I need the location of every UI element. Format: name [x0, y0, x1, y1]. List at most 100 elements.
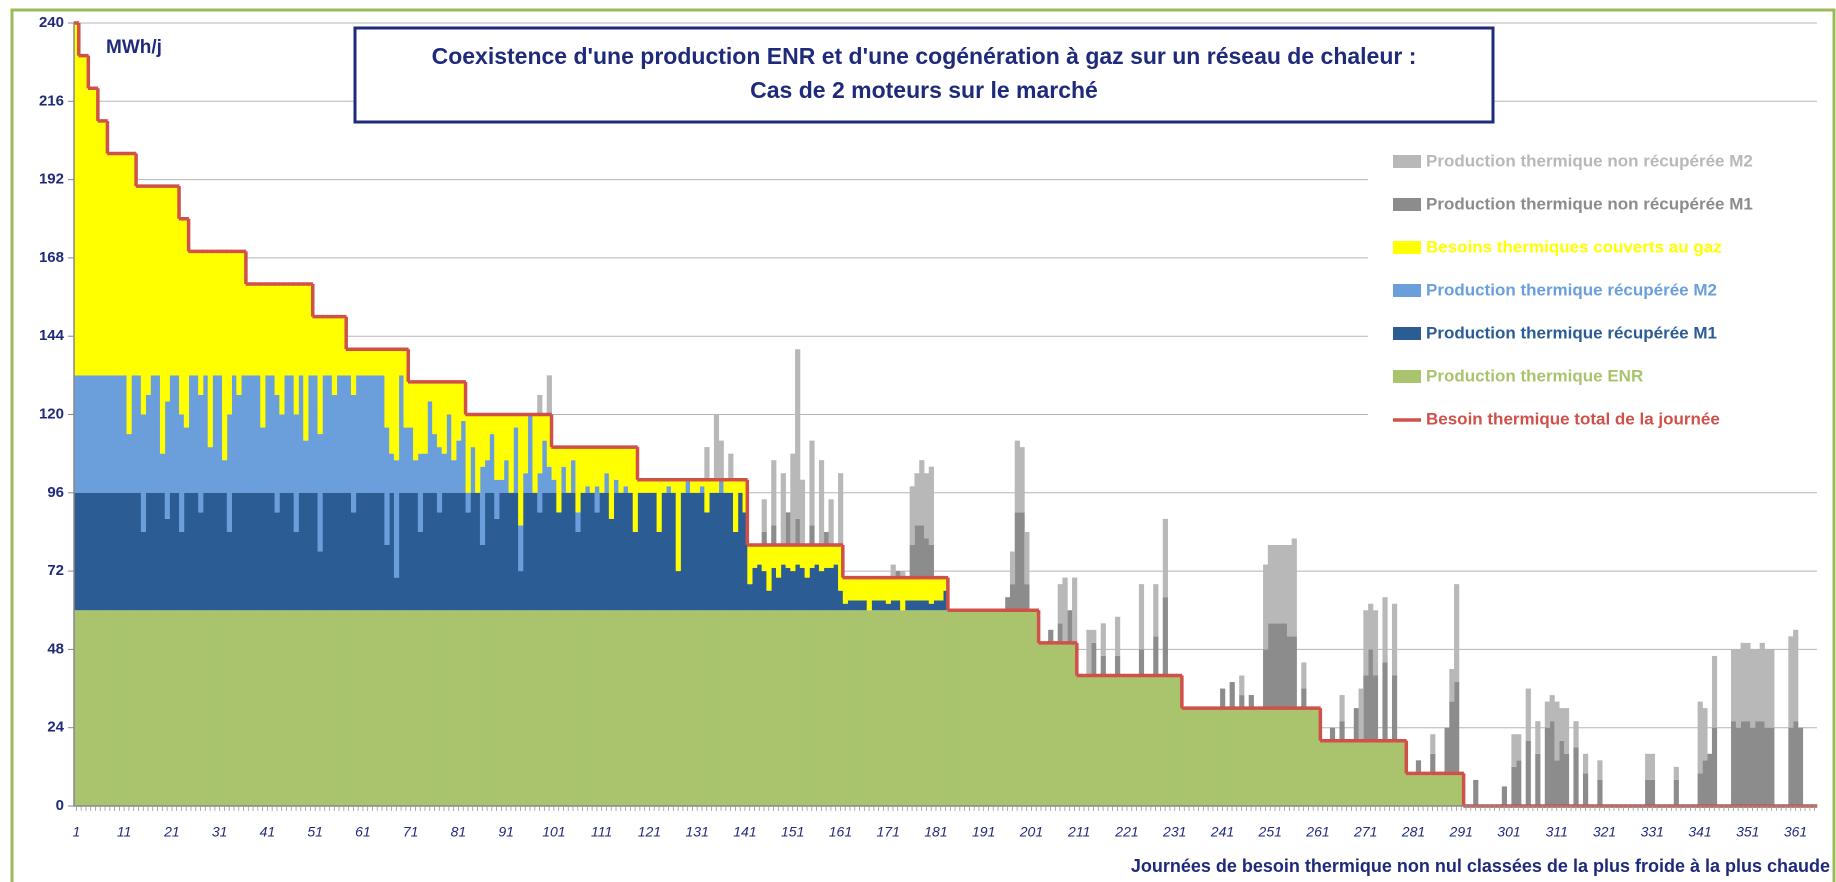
- x-tick-label: 291: [1449, 824, 1473, 840]
- bar-segment: [799, 479, 806, 545]
- bar-segment: [503, 492, 509, 611]
- bar-segment: [527, 414, 533, 493]
- bar-segment: [651, 492, 657, 611]
- bar-segment: [780, 610, 786, 806]
- bar-segment: [1702, 708, 1708, 761]
- bar-segment: [370, 349, 376, 376]
- legend-label: Production thermique non récupérée M1: [1426, 194, 1753, 213]
- bar-segment: [513, 427, 519, 493]
- bar-segment: [494, 479, 500, 519]
- bar-segment: [1391, 603, 1398, 676]
- bar-segment: [202, 610, 209, 806]
- bar-segment: [747, 610, 753, 806]
- bar-segment: [604, 492, 610, 611]
- bar-segment: [212, 492, 218, 611]
- bar-segment: [1516, 760, 1522, 806]
- bar-segment: [155, 375, 161, 493]
- bar-segment: [1210, 708, 1216, 806]
- bar-segment: [150, 492, 156, 611]
- bar-segment: [527, 492, 533, 611]
- bar-segment: [1573, 721, 1579, 748]
- bar-segment: [307, 610, 314, 806]
- bar-segment: [532, 414, 538, 493]
- bar-segment: [914, 473, 920, 526]
- bar-segment: [909, 577, 915, 601]
- bar-segment: [1702, 760, 1708, 806]
- bar-segment: [804, 577, 810, 611]
- bar-segment: [642, 479, 648, 493]
- bar-segment: [513, 492, 519, 611]
- bar-segment: [88, 88, 94, 376]
- bar-segment: [904, 610, 911, 806]
- bar-segment: [393, 610, 400, 806]
- bar-segment: [1473, 779, 1479, 806]
- bar-segment: [685, 610, 691, 806]
- bar-segment: [513, 414, 519, 428]
- bar-segment: [451, 381, 457, 461]
- bar-segment: [594, 610, 600, 806]
- bar-segment: [1301, 708, 1307, 806]
- x-tick-label: 31: [212, 824, 228, 840]
- bar-segment: [403, 349, 409, 428]
- bar-segment: [632, 447, 638, 532]
- bar-segment: [580, 492, 586, 611]
- bar-segment: [1358, 740, 1364, 806]
- bar-segment: [704, 512, 710, 611]
- bar-segment: [503, 610, 509, 806]
- bar-segment: [479, 610, 486, 806]
- bar-segment: [479, 545, 486, 611]
- bar-segment: [541, 440, 548, 493]
- bar-segment: [145, 186, 151, 395]
- bar-segment: [1291, 636, 1297, 709]
- bar-segment: [599, 610, 605, 806]
- bar-segment: [1320, 740, 1326, 806]
- bar-segment: [718, 610, 724, 806]
- bar-segment: [1759, 721, 1765, 806]
- bar-segment: [627, 610, 634, 806]
- bar-segment: [842, 603, 849, 611]
- bar-segment: [379, 375, 385, 493]
- bar-segment: [107, 375, 113, 493]
- bar-segment: [1205, 708, 1211, 806]
- bar-segment: [370, 375, 376, 493]
- bar-segment: [336, 492, 342, 611]
- bar-segment: [207, 447, 213, 493]
- bar-segment: [188, 375, 194, 493]
- x-tick-label: 261: [1305, 824, 1329, 840]
- bar-segment: [193, 375, 199, 493]
- bar-segment: [126, 153, 132, 435]
- bar-segment: [484, 610, 490, 806]
- bar-segment: [413, 610, 419, 806]
- bar-segment: [1764, 649, 1770, 728]
- bar-segment: [427, 610, 433, 806]
- bar-segment: [847, 600, 853, 611]
- bar-segment: [350, 349, 357, 395]
- bar-segment: [489, 610, 495, 806]
- bar-segment: [1267, 623, 1274, 709]
- bar-segment: [231, 375, 237, 493]
- bar-segment: [1009, 551, 1016, 585]
- bar-segment: [131, 492, 137, 611]
- bar-segment: [489, 492, 495, 611]
- bar-segment: [374, 610, 381, 806]
- bar-segment: [651, 479, 657, 493]
- bar-segment: [909, 486, 915, 545]
- legend-label: Production thermique non récupérée M2: [1426, 151, 1753, 170]
- bar-segment: [704, 447, 710, 480]
- bar-segment: [1129, 675, 1135, 806]
- bar-segment: [265, 375, 271, 493]
- bar-segment: [1597, 779, 1603, 806]
- bar-segment: [116, 153, 123, 376]
- bar-segment: [1191, 708, 1197, 806]
- bar-segment: [331, 492, 338, 611]
- bar-segment: [713, 610, 720, 806]
- bar-segment: [1711, 727, 1718, 806]
- bar-segment: [284, 284, 290, 376]
- bar-segment: [613, 610, 619, 806]
- bar-segment: [556, 610, 562, 806]
- bar-segment: [861, 577, 868, 601]
- bar-segment: [1415, 760, 1422, 774]
- bar-segment: [393, 460, 400, 578]
- bar-segment: [881, 577, 887, 601]
- bar-segment: [489, 434, 495, 493]
